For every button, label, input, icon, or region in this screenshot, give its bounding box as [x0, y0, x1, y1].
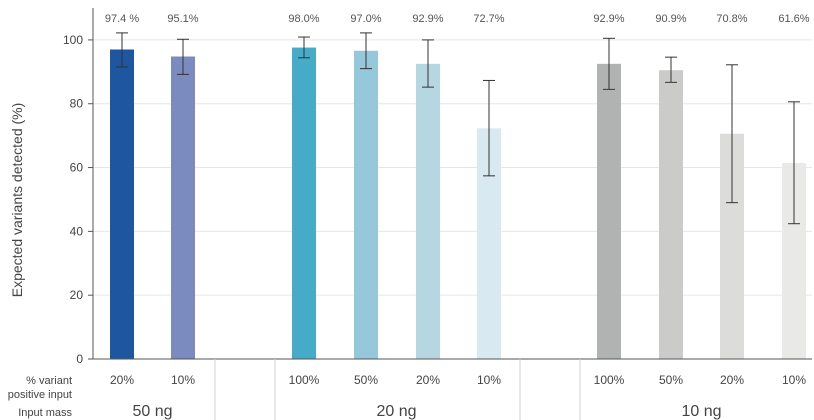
category-label: 10%: [477, 373, 501, 387]
category-label: 20%: [110, 373, 134, 387]
input-mass-label: 50 ng: [132, 403, 172, 420]
category-label: 50%: [659, 373, 683, 387]
row-label-mass: Input mass: [18, 407, 72, 419]
data-label: 95.1%: [167, 13, 198, 25]
bars: [110, 32, 806, 360]
bar: [292, 47, 316, 360]
y-tick-label: 40: [70, 224, 84, 238]
y-tick-label: 80: [70, 97, 84, 111]
data-label: 92.9%: [593, 13, 624, 25]
data-label: 98.0%: [288, 13, 319, 25]
data-label: 72.7%: [473, 13, 504, 25]
axes: 0 20 40 60 80 100: [63, 8, 812, 420]
y-tick-label: 0: [76, 352, 83, 366]
bar: [659, 70, 683, 360]
input-mass-label: 20 ng: [376, 403, 416, 420]
y-tick-label: 60: [70, 161, 84, 175]
bar: [416, 63, 440, 359]
input-mass-label: 10 ng: [681, 403, 721, 420]
data-label: 97.0%: [350, 13, 381, 25]
data-label: 61.6%: [778, 13, 809, 25]
category-label: 10%: [171, 373, 195, 387]
bar: [354, 50, 378, 360]
labels: 97.4 % 20% 95.1% 10% 50 ng 98.0% 100% 97.0% 50% 9…: [8, 13, 810, 420]
data-label: 97.4 %: [105, 13, 139, 25]
bar: [110, 49, 134, 360]
y-tick-label: 100: [63, 33, 83, 47]
category-label: 20%: [416, 373, 440, 387]
data-label: 90.9%: [655, 13, 686, 25]
row-label-percent: % variant: [26, 375, 72, 387]
y-tick-label: 20: [70, 288, 84, 302]
bar: [597, 63, 621, 359]
category-label: 20%: [720, 373, 744, 387]
data-label: 92.9%: [412, 13, 443, 25]
category-label: 50%: [354, 373, 378, 387]
grid-lines: [93, 39, 812, 296]
category-label: 10%: [782, 373, 806, 387]
row-label-percent: positive input: [8, 389, 72, 401]
bar: [171, 56, 195, 359]
y-axis-title: Expected variants detected (%): [9, 103, 25, 298]
category-label: 100%: [289, 373, 320, 387]
data-label: 70.8%: [716, 13, 747, 25]
category-label: 100%: [594, 373, 625, 387]
